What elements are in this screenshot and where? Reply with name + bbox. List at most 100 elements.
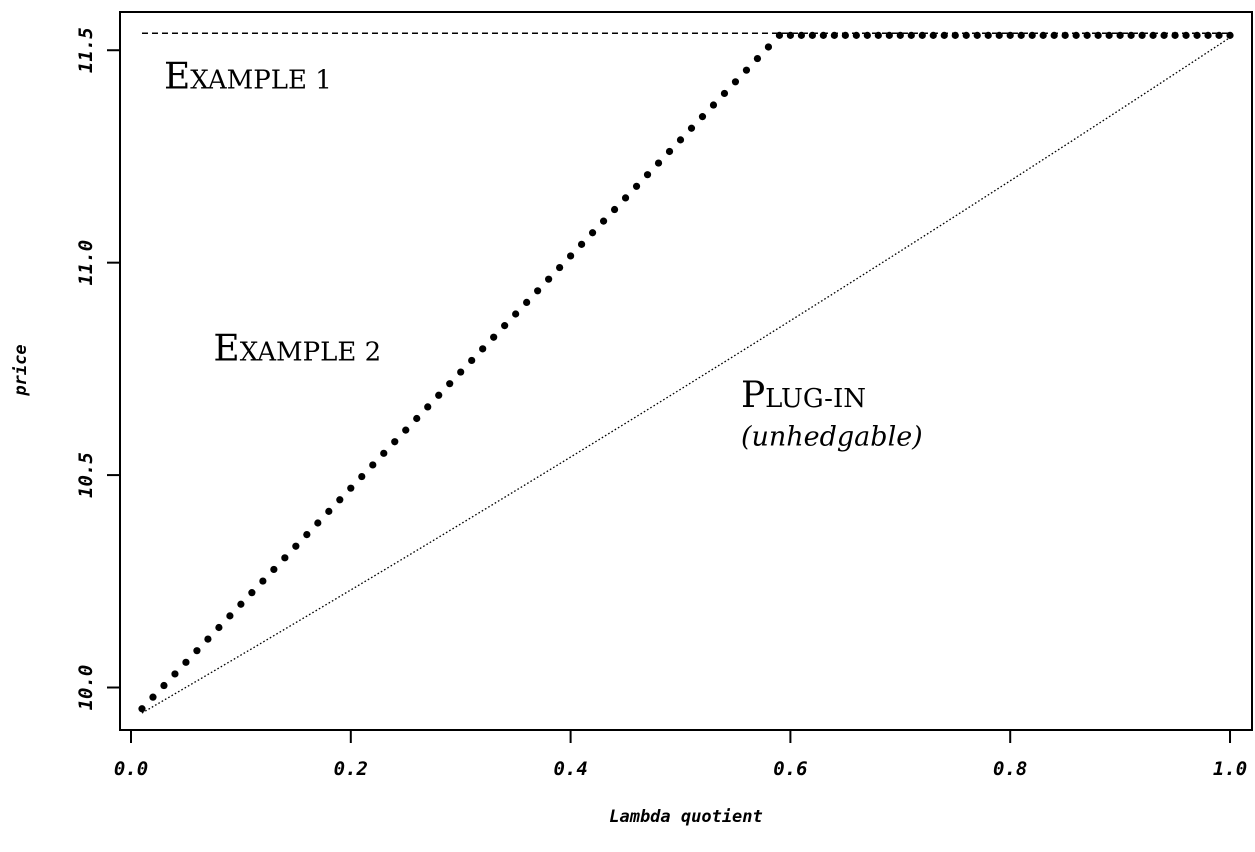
series-example-2-point-10 <box>248 589 256 597</box>
series-example-2-point-76 <box>973 31 981 39</box>
series-example-2-point-34 <box>512 310 520 318</box>
series-example-2-point-57 <box>764 43 773 51</box>
series-example-2-point-79 <box>1006 31 1014 39</box>
annotation-plugin: PLUG-IN <box>741 375 866 416</box>
series-example-2-point-77 <box>984 31 992 39</box>
annotation-example2: EXAMPLE 2 <box>213 328 381 369</box>
series-plug-in-line <box>141 36 1231 714</box>
series-example-2-point-61 <box>808 31 816 39</box>
series-example-2-point-46 <box>643 171 652 179</box>
y-tick-label-0: 10.0 <box>75 665 97 711</box>
series-example-2-point-25 <box>413 414 421 423</box>
series-example-2-point-47 <box>654 159 663 167</box>
series-example-2-point-29 <box>457 368 465 376</box>
x-tick-label-1: 0.2 <box>334 758 368 780</box>
y-axis: 10.0 10.5 11.0 11.5 <box>75 27 120 710</box>
series-example-2-point-69 <box>896 31 904 39</box>
series-example-2-point-54 <box>731 78 740 86</box>
series-example-2-point-70 <box>907 31 915 39</box>
x-tick-label-5: 1.0 <box>1213 758 1247 780</box>
series-example-2-point-88 <box>1105 31 1113 39</box>
series-example-2-point-93 <box>1160 31 1168 39</box>
series-example-2-point-48 <box>665 147 674 156</box>
series-layer <box>138 31 1234 714</box>
series-example-2-point-38 <box>556 263 564 272</box>
series-example-2-point-26 <box>424 403 432 411</box>
y-tick-label-3: 11.5 <box>75 27 97 73</box>
series-example-2-point-8 <box>226 612 234 620</box>
series-example-2-point-75 <box>962 31 970 39</box>
series-example-2-point-98 <box>1215 31 1223 39</box>
series-example-2-point-4 <box>182 658 190 666</box>
series-example-2-point-64 <box>841 31 849 39</box>
series-example-2-point-72 <box>929 31 937 39</box>
series-example-2-point-86 <box>1083 31 1091 39</box>
series-example-2-point-36 <box>534 287 542 295</box>
series-example-2-point-42 <box>599 217 608 225</box>
series-example-2-point-55 <box>742 66 751 74</box>
series-example-2-point-49 <box>676 136 685 144</box>
plot-frame <box>119 11 1253 731</box>
series-example-2-point-58 <box>775 31 784 39</box>
series-example-2-point-66 <box>863 31 871 39</box>
series-example-2-point-1 <box>149 693 157 701</box>
series-example-2-point-11 <box>259 577 267 585</box>
series-example-2-point-65 <box>852 31 860 39</box>
annotation-example1: EXAMPLE 1 <box>164 56 332 97</box>
series-example-2-point-80 <box>1017 31 1025 39</box>
series-example-2-point-19 <box>347 484 355 492</box>
series-example-2-point-90 <box>1127 31 1135 39</box>
series-example-2-point-74 <box>951 31 959 39</box>
series-example-2-point-53 <box>720 89 729 98</box>
series-example-2-point-12 <box>270 565 278 574</box>
series-example-2-point-40 <box>577 240 586 248</box>
series-example-2-point-50 <box>687 124 696 132</box>
series-example-2-point-18 <box>336 496 344 504</box>
series-example-2-point-13 <box>281 554 289 562</box>
x-tick-label-0: 0.0 <box>114 758 148 780</box>
series-example-2-point-43 <box>610 205 619 214</box>
series-example-2-point-44 <box>621 194 630 202</box>
series-example-2-point-35 <box>523 298 531 307</box>
series-example-2-point-59 <box>786 31 795 39</box>
series-example-2-point-92 <box>1149 31 1157 39</box>
annotation-unhedgable: (unhedgable) <box>741 421 923 452</box>
series-example-2-point-52 <box>709 101 718 109</box>
series-example-2-point-97 <box>1204 31 1212 39</box>
y-tick-label-1: 10.5 <box>75 452 97 498</box>
series-example-2-point-15 <box>303 531 311 539</box>
x-tick-label-4: 0.8 <box>993 758 1027 780</box>
series-example-2-point-16 <box>314 519 322 527</box>
series-example-2-point-87 <box>1094 31 1102 39</box>
series-example-2-point-3 <box>171 670 179 678</box>
series-example-2-point-23 <box>391 438 399 446</box>
series-example-2-point-82 <box>1039 31 1047 39</box>
series-example-2-point-24 <box>402 426 410 434</box>
series-example-2-point-0 <box>138 705 146 713</box>
series-example-2-point-22 <box>380 449 388 457</box>
series-example-2-point-78 <box>995 31 1003 39</box>
series-example-2-point-45 <box>632 182 641 190</box>
series-example-2-point-37 <box>545 275 553 283</box>
series-example-2-point-99 <box>1226 31 1234 39</box>
series-example-2-point-51 <box>698 113 707 121</box>
y-axis-title: price <box>11 344 31 396</box>
series-example-2-point-95 <box>1182 31 1190 39</box>
series-example-2-point-68 <box>885 31 893 39</box>
series-example-2-point-28 <box>446 380 454 388</box>
series-example-2-point-17 <box>325 507 333 515</box>
series-example-2-point-31 <box>479 345 487 353</box>
series-example-2-point-91 <box>1138 31 1146 39</box>
series-example-2-point-67 <box>874 31 882 39</box>
annotations: EXAMPLE 1 EXAMPLE 2 PLUG-IN (unhedgable) <box>164 56 923 452</box>
series-example-2-point-6 <box>204 635 212 643</box>
series-example-2-point-7 <box>215 623 223 632</box>
series-example-2-point-60 <box>797 31 805 39</box>
series-example-2-point-27 <box>435 391 443 399</box>
series-example-2-point-2 <box>160 681 168 690</box>
series-example-2-point-84 <box>1061 31 1069 39</box>
x-tick-label-2: 0.4 <box>553 758 587 780</box>
series-example-2-point-62 <box>819 31 827 39</box>
series-example-2-point-39 <box>567 252 575 260</box>
series-example-2-point-83 <box>1050 31 1058 39</box>
